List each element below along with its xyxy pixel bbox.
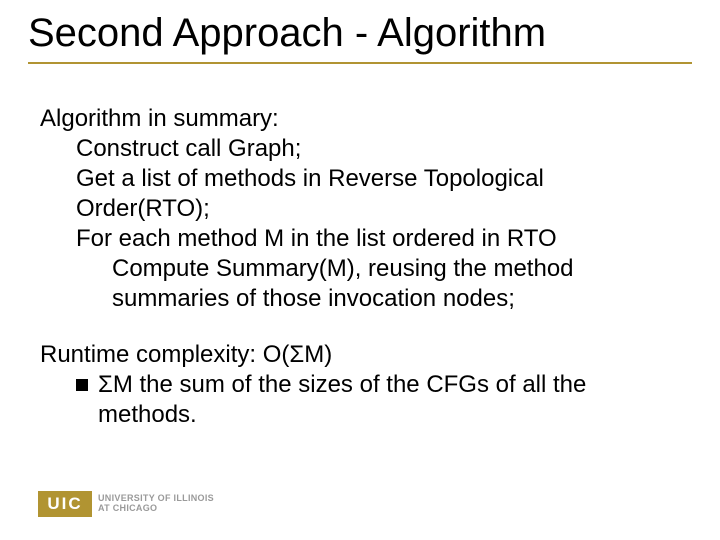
algorithm-step-3: For each method M in the list ordered in…: [76, 224, 680, 254]
uic-logo: UIC UNIVERSITY OF ILLINOIS AT CHICAGO: [38, 490, 214, 518]
runtime-detail: ΣM the sum of the sizes of the CFGs of a…: [98, 370, 680, 430]
slide: Second Approach - Algorithm Algorithm in…: [0, 0, 720, 540]
uic-logo-text: UNIVERSITY OF ILLINOIS AT CHICAGO: [98, 494, 214, 514]
runtime-line: Runtime complexity: O(ΣM): [40, 340, 680, 370]
algorithm-step-2: Get a list of methods in Reverse Topolog…: [76, 164, 680, 224]
uic-logo-block: UIC: [38, 491, 92, 517]
algorithm-step-1: Construct call Graph;: [76, 134, 680, 164]
title-rule: Second Approach - Algorithm: [28, 10, 692, 64]
uic-logo-line2: AT CHICAGO: [98, 504, 214, 514]
square-bullet-icon: [76, 379, 88, 391]
slide-body: Algorithm in summary: Construct call Gra…: [28, 64, 692, 430]
slide-title: Second Approach - Algorithm: [28, 10, 692, 56]
algorithm-intro: Algorithm in summary:: [40, 104, 680, 134]
spacer: [40, 314, 680, 340]
runtime-detail-row: ΣM the sum of the sizes of the CFGs of a…: [76, 370, 680, 430]
algorithm-step-3a: Compute Summary(M), reusing the method s…: [112, 254, 680, 314]
